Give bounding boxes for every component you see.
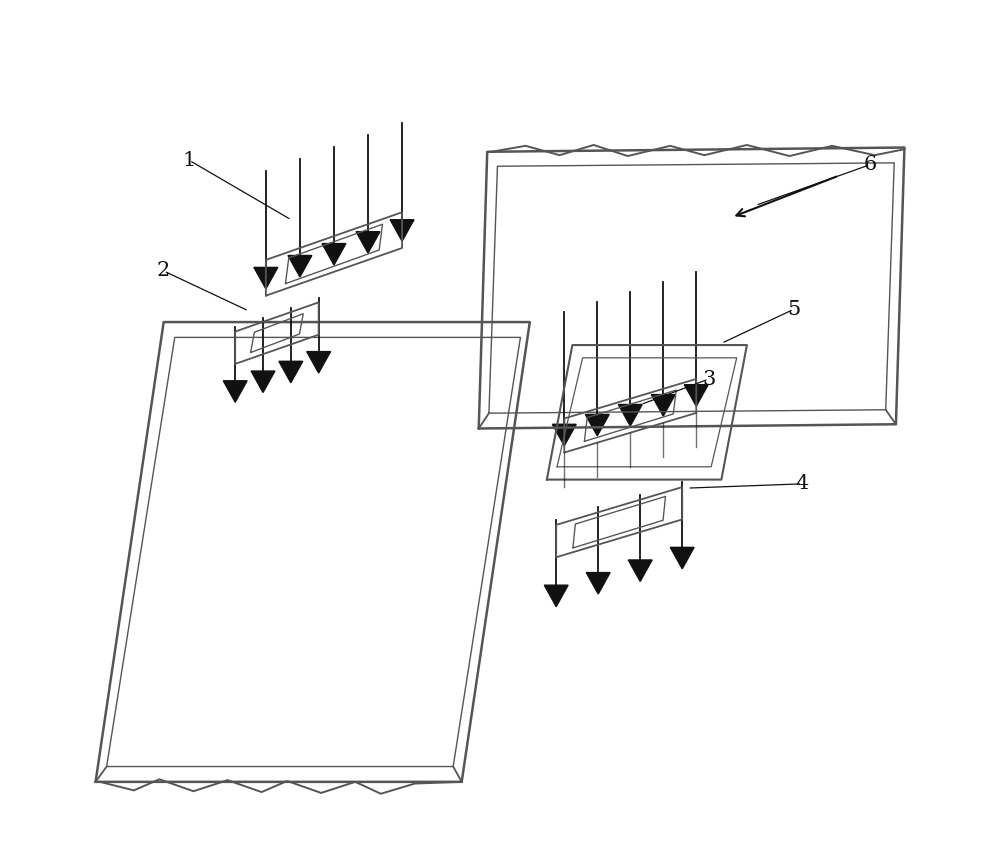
Polygon shape xyxy=(628,560,652,581)
Polygon shape xyxy=(684,385,708,406)
Text: 3: 3 xyxy=(702,369,715,388)
Text: 5: 5 xyxy=(787,300,800,319)
Polygon shape xyxy=(279,362,303,383)
Polygon shape xyxy=(307,351,331,373)
Polygon shape xyxy=(390,219,414,241)
Polygon shape xyxy=(322,243,346,265)
Polygon shape xyxy=(251,371,275,393)
Polygon shape xyxy=(586,572,610,594)
Polygon shape xyxy=(223,381,247,402)
Polygon shape xyxy=(670,548,694,569)
Polygon shape xyxy=(288,255,312,277)
Text: 6: 6 xyxy=(864,155,877,174)
Polygon shape xyxy=(618,405,642,426)
Text: 4: 4 xyxy=(796,474,809,494)
Polygon shape xyxy=(356,231,380,253)
Polygon shape xyxy=(585,415,609,436)
Polygon shape xyxy=(651,394,675,416)
Polygon shape xyxy=(254,267,278,289)
Text: 2: 2 xyxy=(157,261,170,280)
Polygon shape xyxy=(544,585,568,607)
Text: 1: 1 xyxy=(183,151,196,170)
Polygon shape xyxy=(552,424,576,446)
